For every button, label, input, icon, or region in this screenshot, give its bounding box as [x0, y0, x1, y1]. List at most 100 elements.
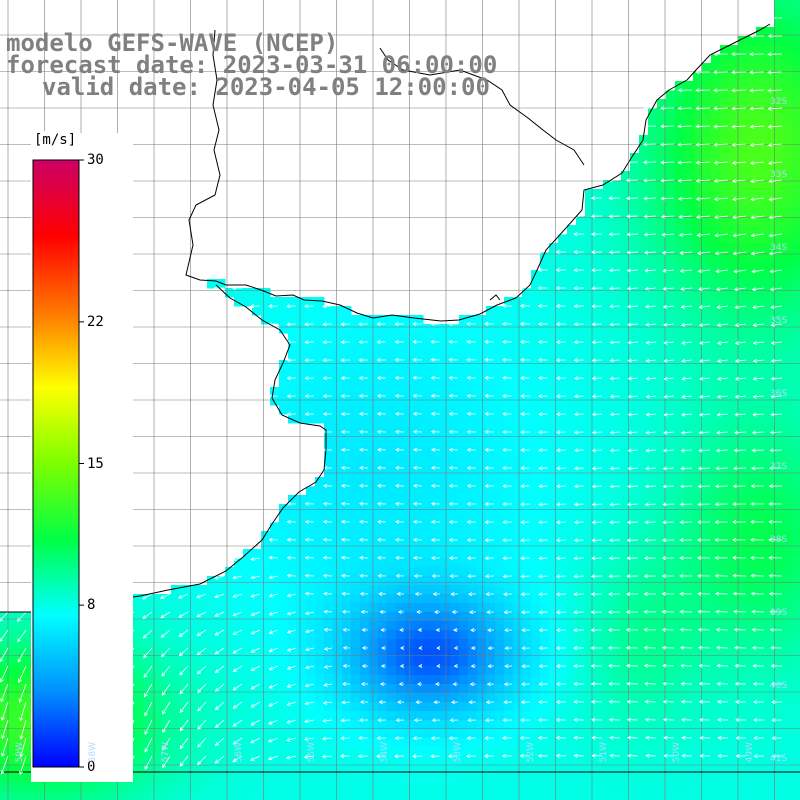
wind-arrow — [484, 375, 495, 380]
field-cell — [621, 684, 631, 694]
field-cell — [612, 738, 622, 748]
field-cell — [630, 351, 640, 361]
field-cell — [189, 702, 199, 712]
wind-arrow — [412, 465, 423, 470]
field-cell — [279, 531, 289, 541]
wind-arrow — [591, 466, 603, 471]
field-cell — [639, 594, 649, 604]
field-cell — [513, 360, 523, 370]
wind-arrow — [662, 286, 675, 291]
field-cell — [783, 288, 793, 298]
field-cell — [729, 216, 739, 226]
field-cell — [162, 729, 172, 739]
field-cell — [369, 612, 379, 622]
field-cell — [711, 648, 721, 658]
field-cell — [432, 459, 442, 469]
field-cell — [180, 585, 190, 595]
field-cell — [234, 738, 244, 748]
wind-arrow — [627, 448, 639, 453]
field-cell — [549, 621, 559, 631]
field-cell — [225, 756, 235, 766]
field-cell — [765, 414, 775, 424]
field-cell — [756, 675, 766, 685]
field-cell — [720, 360, 730, 370]
field-cell — [486, 648, 496, 658]
field-cell — [342, 459, 352, 469]
field-cell — [648, 288, 658, 298]
field-cell — [630, 693, 640, 703]
field-cell — [270, 774, 280, 784]
wind-arrow — [660, 178, 675, 183]
field-cell — [486, 765, 496, 775]
field-cell — [342, 333, 352, 343]
field-cell — [504, 747, 514, 757]
wind-arrow — [340, 447, 351, 452]
field-cell — [792, 333, 800, 343]
field-cell — [477, 612, 487, 622]
field-cell — [216, 729, 226, 739]
field-cell — [297, 621, 307, 631]
field-cell — [522, 288, 532, 298]
field-cell — [594, 756, 604, 766]
field-cell — [765, 675, 775, 685]
field-cell — [540, 666, 550, 676]
field-cell — [756, 108, 766, 118]
field-cell — [756, 738, 766, 748]
field-cell — [576, 297, 586, 307]
field-cell — [351, 423, 361, 433]
field-cell — [585, 621, 595, 631]
field-cell — [576, 657, 586, 667]
field-cell — [486, 306, 496, 316]
field-cell — [765, 621, 775, 631]
field-cell — [612, 675, 622, 685]
field-cell — [432, 414, 442, 424]
field-cell — [306, 495, 316, 505]
field-cell — [396, 747, 406, 757]
field-cell — [576, 522, 586, 532]
field-cell — [738, 504, 748, 514]
field-cell — [630, 711, 640, 721]
field-cell — [702, 180, 712, 190]
field-cell — [738, 765, 748, 775]
field-cell — [396, 630, 406, 640]
field-cell — [531, 630, 541, 640]
field-cell — [0, 774, 10, 784]
field-cell — [693, 261, 703, 271]
field-cell — [279, 648, 289, 658]
field-cell — [540, 585, 550, 595]
wind-arrow — [770, 358, 783, 363]
field-cell — [666, 567, 676, 577]
field-cell — [333, 306, 343, 316]
field-cell — [432, 405, 442, 415]
field-cell — [279, 783, 289, 793]
field-cell — [171, 711, 181, 721]
field-cell — [711, 666, 721, 676]
field-cell — [675, 270, 685, 280]
field-cell — [612, 648, 622, 658]
field-cell — [711, 90, 721, 100]
field-cell — [540, 621, 550, 631]
field-cell — [747, 612, 757, 622]
field-cell — [360, 477, 370, 487]
field-cell — [477, 315, 487, 325]
field-cell — [792, 558, 800, 568]
field-cell — [531, 396, 541, 406]
field-cell — [369, 414, 379, 424]
field-cell — [495, 540, 505, 550]
field-cell — [153, 603, 163, 613]
field-cell — [684, 531, 694, 541]
field-cell — [432, 594, 442, 604]
field-cell — [144, 612, 154, 622]
field-cell — [576, 648, 586, 658]
field-cell — [774, 189, 784, 199]
field-cell — [288, 702, 298, 712]
field-cell — [630, 333, 640, 343]
field-cell — [549, 675, 559, 685]
field-cell — [423, 378, 433, 388]
field-cell — [792, 0, 800, 10]
field-cell — [711, 765, 721, 775]
field-cell — [513, 441, 523, 451]
wind-arrow — [502, 484, 513, 489]
field-cell — [495, 522, 505, 532]
